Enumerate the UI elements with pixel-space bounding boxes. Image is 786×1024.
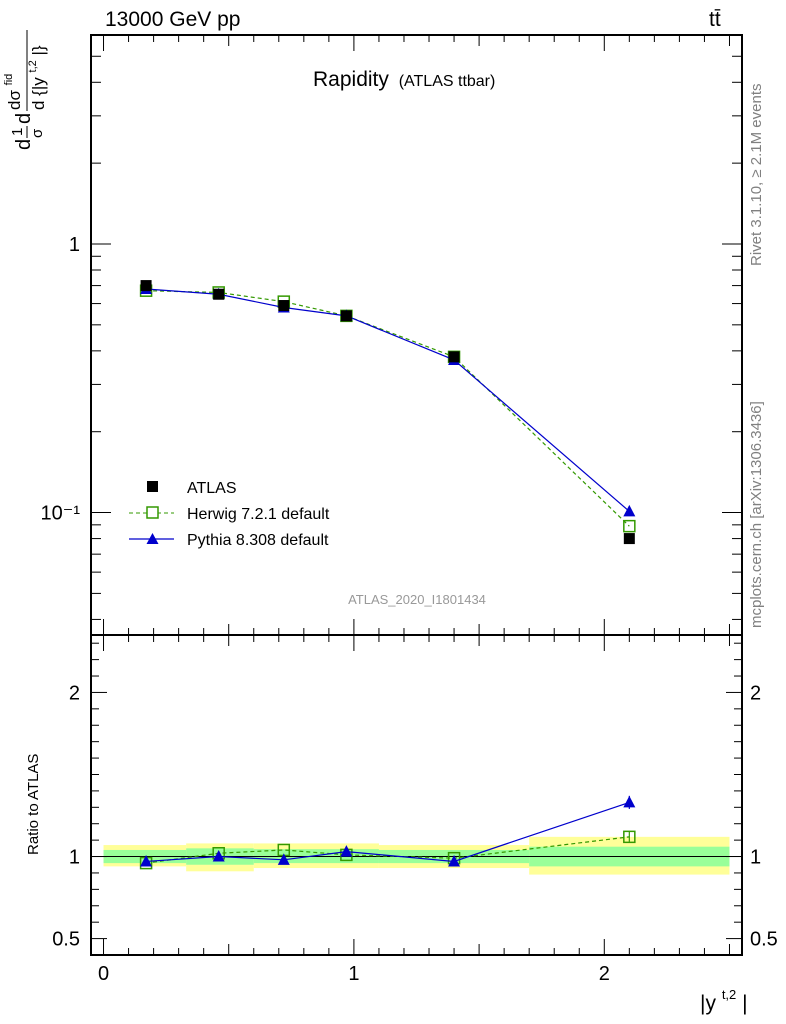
data-point-atlas (278, 300, 290, 312)
ratio-plot-frame (90, 634, 743, 956)
legend-label-herwig: Herwig 7.2.1 default (187, 506, 330, 523)
data-point-atlas (623, 533, 635, 545)
data-point-atlas (340, 310, 352, 322)
ratio-series (139, 795, 636, 870)
axis-tick-labels: 0 1 2 10⁻¹ 1 0.5 0.5 1 1 2 2 (41, 234, 778, 985)
data-point-atlas (448, 351, 460, 363)
ratio-line-pythia (146, 801, 630, 863)
legend: ATLAS Herwig 7.2.1 default Pythia 8.308 … (129, 480, 330, 549)
ratio-y-tick-label-right: 2 (750, 682, 761, 704)
ratio-point-herwig (623, 830, 636, 844)
legend-label-atlas: ATLAS (187, 480, 237, 497)
rivet-version-label: Rivet 3.1.10, ≥ 2.1M events (748, 83, 765, 267)
legend-marker-atlas (147, 481, 158, 492)
legend-marker-pythia (146, 533, 159, 544)
svg-text:1: 1 (9, 128, 26, 136)
ratio-point-pythia (448, 854, 461, 867)
ratio-point-pythia (340, 845, 353, 857)
axis-ticks (91, 34, 742, 956)
ratio-y-tick-label-right: 0.5 (750, 929, 778, 951)
svg-text:σ: σ (29, 128, 46, 138)
x-axis-label: |y t,2 | (700, 981, 748, 1015)
main-y-tick-label: 10⁻¹ (41, 503, 81, 525)
main-y-axis-label: d 1 σ d dσ fid d {|y t,2 |} (3, 30, 48, 150)
main-y-tick-label: 1 (69, 234, 80, 256)
legend-marker-herwig (146, 506, 159, 519)
data-point-atlas (213, 288, 225, 300)
ratio-point-pythia (212, 850, 225, 862)
plot-title: Rapidity (ATLAS ttbar) (313, 68, 495, 91)
x-tick-label: 0 (98, 963, 109, 985)
process-label: tt̄ (709, 8, 721, 31)
data-point-pythia (623, 504, 636, 517)
svg-text:d: d (13, 139, 35, 150)
ratio-point-pythia (277, 853, 290, 865)
series-line-pythia (146, 288, 630, 512)
main-series (139, 280, 636, 545)
ratio-y-tick-label-right: 1 (750, 847, 761, 869)
svg-text:d: d (13, 113, 35, 124)
mcplots-label: mcplots.cern.ch [arXiv:1306.3436] (748, 401, 765, 628)
analysis-watermark: ATLAS_2020_I1801434 (348, 592, 486, 607)
x-tick-label: 1 (348, 963, 359, 985)
data-point-herwig (623, 519, 636, 533)
ratio-y-tick-label-left: 2 (69, 682, 80, 704)
energy-label: 13000 GeV pp (105, 8, 241, 31)
ratio-y-tick-label-left: 0.5 (52, 929, 80, 951)
ratio-point-pythia (140, 854, 153, 867)
data-point-atlas (140, 280, 152, 292)
x-tick-label: 2 (599, 963, 610, 985)
ratio-line-herwig (146, 836, 630, 864)
ratio-point-pythia (623, 795, 636, 808)
svg-text:dσ fid: dσ fid (3, 74, 24, 110)
legend-label-pythia: Pythia 8.308 default (187, 532, 329, 549)
svg-text:d {|y t,2 |}: d {|y t,2 |} (21, 45, 48, 110)
ratio-y-tick-label-left: 1 (69, 847, 80, 869)
ratio-y-axis-label: Ratio to ATLAS (25, 754, 42, 855)
